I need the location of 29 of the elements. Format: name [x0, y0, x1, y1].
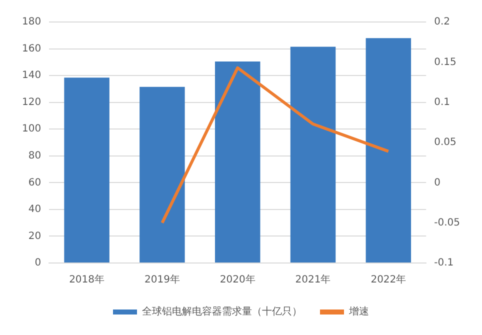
y-tick-label: 40 [28, 204, 42, 216]
bar [214, 61, 260, 262]
bar [140, 86, 185, 262]
y2-tick-label: 0.15 [434, 56, 456, 68]
x-tick-label: 2018年 [69, 274, 105, 286]
y2-tick-label: 0.05 [434, 137, 456, 148]
bar [64, 78, 110, 262]
y2-tick-label: -0.05 [434, 217, 460, 228]
y-tick-label: 0 [34, 258, 42, 269]
x-tick-label: 2021年 [295, 274, 331, 286]
y-tick-label: 60 [28, 177, 42, 188]
x-tick-label: 2019年 [144, 274, 180, 286]
y2-tick-label: 0.1 [434, 96, 450, 108]
x-tick-label: 2022年 [370, 274, 406, 286]
y2-tick-label: 0 [434, 177, 440, 188]
y-tick-label: 160 [22, 43, 42, 54]
y-tick-label: 100 [22, 124, 42, 135]
y-tick-label: 120 [22, 96, 42, 108]
y-tick-label: 180 [22, 16, 42, 28]
y-tick-label: 20 [28, 230, 42, 242]
legend-label: 全球铝电解电容器需求量（十亿只） [142, 306, 302, 318]
y2-tick-label: 0.2 [434, 16, 450, 28]
y-tick-label: 140 [22, 70, 42, 82]
bar [366, 38, 412, 262]
legend-label: 增速 [348, 306, 369, 318]
bar [290, 46, 336, 262]
y2-tick-label: -0.1 [434, 258, 454, 269]
x-tick-label: 2020年 [220, 274, 256, 286]
y-tick-label: 80 [28, 150, 42, 162]
